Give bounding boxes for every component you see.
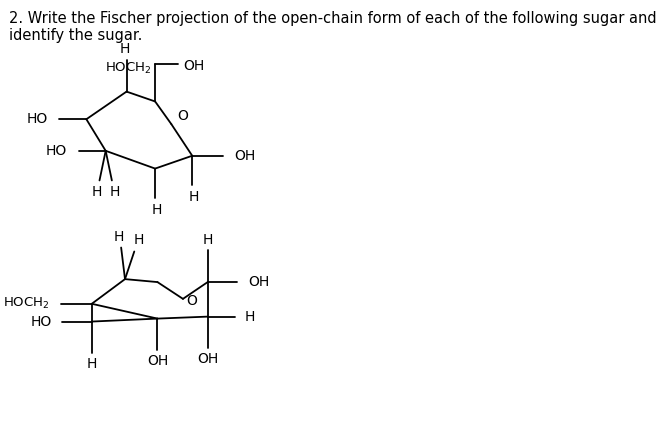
Text: H: H <box>110 185 120 199</box>
Text: HO: HO <box>46 144 67 158</box>
Text: OH: OH <box>235 149 256 163</box>
Text: HOCH$_2$: HOCH$_2$ <box>105 61 151 76</box>
Text: H: H <box>203 232 213 246</box>
Text: OH: OH <box>197 352 218 366</box>
Text: H: H <box>151 203 162 217</box>
Text: HO: HO <box>26 112 48 126</box>
Text: H: H <box>245 310 255 323</box>
Text: OH: OH <box>248 275 269 289</box>
Text: H: H <box>114 230 124 244</box>
Text: OH: OH <box>183 59 205 73</box>
Text: H: H <box>134 232 144 246</box>
Text: HOCH$_2$: HOCH$_2$ <box>3 296 49 312</box>
Text: H: H <box>91 185 101 199</box>
Text: H: H <box>87 357 97 371</box>
Text: O: O <box>186 294 197 308</box>
Text: 2. Write the Fischer projection of the open-chain form of each of the following : 2. Write the Fischer projection of the o… <box>9 11 657 43</box>
Text: HO: HO <box>30 314 51 329</box>
Text: H: H <box>189 190 199 204</box>
Text: H: H <box>120 42 130 56</box>
Text: OH: OH <box>147 354 168 368</box>
Text: O: O <box>178 109 188 123</box>
